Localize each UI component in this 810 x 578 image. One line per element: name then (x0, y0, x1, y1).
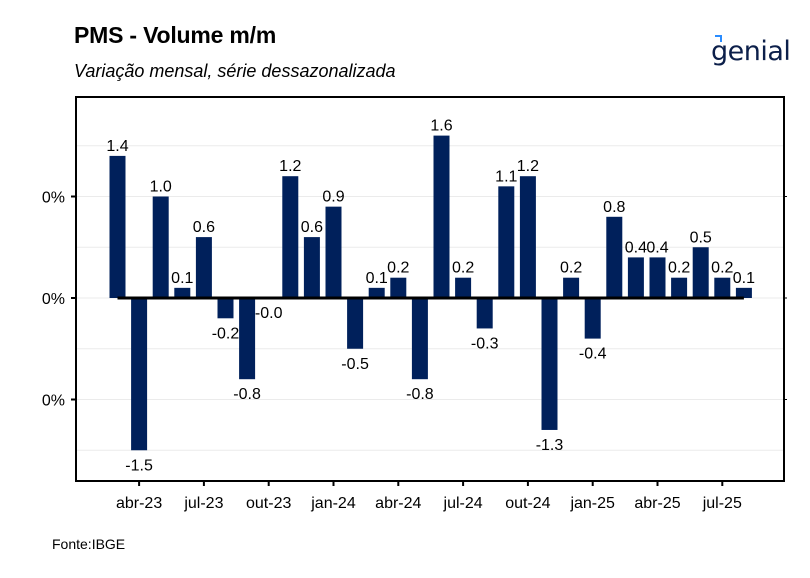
value-label-set-23: -0.8 (233, 386, 261, 403)
x-tick-label-abr-23: abr-23 (116, 495, 162, 512)
value-label-mar-25: 0.4 (625, 239, 647, 256)
value-labels: 1.4 -1.5 1.0 0.1 0.6 -0.2 -0.8 -0.0 1.2 0.6 0.9 -0.… (106, 118, 755, 475)
bar-ago-25 (735, 287, 752, 298)
value-label-abr-24: 0.2 (387, 260, 409, 277)
bar-mai-24 (411, 298, 428, 380)
x-tick-label-abr-24: abr-24 (375, 495, 421, 512)
x-tick-label-jul-24: jul-24 (443, 495, 483, 512)
x-tick-label-jan-25: jan-25 (569, 495, 615, 512)
logo-accent-icon (715, 35, 722, 42)
plot-frame (75, 96, 785, 482)
bar-mar-23 (109, 155, 126, 298)
x-tick-label-jul-23: jul-23 (183, 495, 223, 512)
y-tick-label: 0% (42, 291, 65, 308)
chart-title: PMS - Volume m/m (74, 22, 277, 48)
bar-jul-23 (195, 237, 212, 298)
value-label-jul-23: 0.6 (193, 219, 215, 236)
bar-jan-24 (325, 206, 342, 298)
value-label-jan-24: 0.9 (322, 189, 344, 206)
value-label-jan-25: -0.4 (579, 346, 607, 363)
y-tick-label: 0% (42, 190, 65, 207)
value-label-fev-24: -0.5 (341, 356, 369, 373)
value-label-mai-23: 1.0 (150, 179, 172, 196)
value-label-jun-25: 0.5 (690, 229, 712, 246)
value-label-jun-23: 0.1 (171, 270, 193, 287)
bar-set-23 (239, 298, 256, 380)
value-label-dez-24: 0.2 (560, 260, 582, 277)
value-label-mar-23: 1.4 (106, 138, 128, 155)
bar-set-24 (498, 186, 515, 298)
bar-ago-24 (476, 298, 493, 329)
bar-out-24 (519, 176, 536, 298)
bar-nov-24 (541, 298, 558, 430)
value-label-dez-23: 0.6 (301, 219, 323, 236)
value-label-nov-24: -1.3 (536, 437, 564, 454)
value-label-mar-24: 0.1 (366, 270, 388, 287)
value-label-ago-25: 0.1 (733, 270, 755, 287)
bar-abr-24 (390, 277, 407, 298)
y-axis: 0% 0% 0% (42, 190, 787, 410)
x-tick-label-jul-25: jul-25 (702, 495, 742, 512)
value-label-fev-25: 0.8 (603, 199, 625, 216)
bar-mai-23 (152, 196, 169, 298)
bar-jul-24 (455, 277, 472, 298)
bar-nov-23 (282, 176, 299, 298)
value-label-jun-24: 1.6 (430, 118, 452, 135)
value-label-jul-25: 0.2 (711, 260, 733, 277)
bar-jul-25 (714, 277, 731, 298)
bar-dez-23 (303, 237, 320, 298)
bar-dez-24 (563, 277, 580, 298)
logo-text: genial (711, 36, 791, 67)
x-tick-label-abr-25: abr-25 (634, 495, 680, 512)
value-label-abr-23: -1.5 (125, 457, 153, 474)
bar-jan-25 (584, 298, 601, 339)
value-label-ago-23: -0.2 (212, 325, 240, 342)
x-tick-label-out-23: out-23 (246, 495, 291, 512)
value-label-nov-23: 1.2 (279, 158, 301, 175)
bar-abr-23 (131, 298, 148, 451)
bar-mai-25 (671, 277, 688, 298)
x-tick-label-out-24: out-24 (505, 495, 550, 512)
bar-abr-25 (649, 257, 666, 298)
bar-jun-23 (174, 287, 191, 298)
value-label-jul-24: 0.2 (452, 260, 474, 277)
bar-mar-25 (627, 257, 644, 298)
bar-mar-24 (368, 287, 385, 298)
genial-logo: genial (711, 35, 791, 67)
value-label-abr-25: 0.4 (646, 239, 668, 256)
bar-jun-25 (692, 247, 709, 298)
bar-fev-24 (347, 298, 364, 349)
y-tick-label: 0% (42, 393, 65, 410)
chart-subtitle: Variação mensal, série dessazonalizada (74, 61, 396, 81)
bar-ago-23 (217, 298, 234, 319)
value-label-mai-24: -0.8 (406, 386, 434, 403)
value-label-out-23: -0.0 (255, 305, 283, 322)
value-label-set-24: 1.1 (495, 168, 517, 185)
value-label-out-24: 1.2 (517, 158, 539, 175)
source-note: Fonte:IBGE (52, 536, 126, 552)
value-label-ago-24: -0.3 (471, 335, 499, 352)
x-tick-label-jan-24: jan-24 (310, 495, 356, 512)
x-axis: abr-23 jul-23 out-23 jan-24 abr-24 jul-24 out-… (116, 481, 742, 512)
value-label-mai-25: 0.2 (668, 260, 690, 277)
bar-jun-24 (433, 135, 450, 298)
bar-fev-25 (606, 216, 623, 298)
bars (109, 135, 752, 451)
